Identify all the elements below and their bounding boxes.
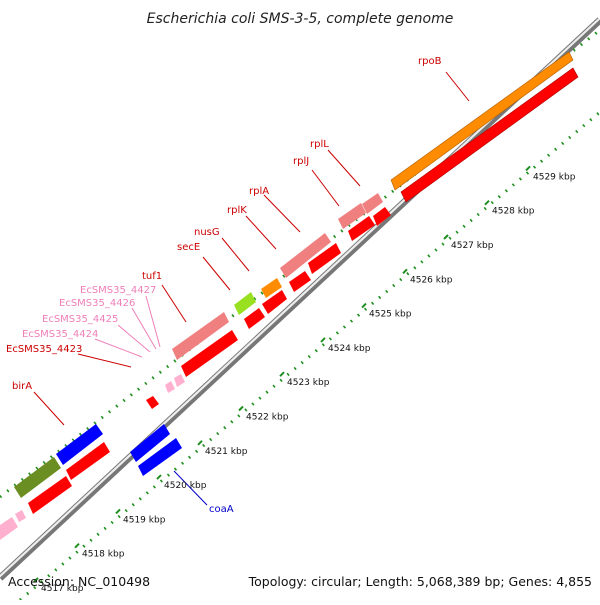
leader-rplJ	[311, 169, 340, 207]
kbp-tick-mark	[279, 371, 285, 377]
feature-birA-outer-blue	[56, 424, 103, 465]
feature-rpoB-inner	[400, 67, 579, 203]
feature-tuf1-outer	[172, 312, 229, 360]
gene-label-secE: secE	[177, 242, 200, 253]
leader-coaA	[173, 470, 208, 506]
leader-secE	[202, 256, 231, 291]
kbp-tick-mark	[525, 165, 531, 172]
leader-EcSMS35_4426	[131, 307, 157, 350]
leader-rpoB	[445, 71, 470, 102]
feature-rplL-outer	[362, 193, 383, 214]
kbp-tick-labels: 4517 kbp 4518 kbp 4519 kbp 4520 kbp 4521 kbp…	[41, 172, 576, 594]
feature-rplJ-inner	[348, 216, 375, 241]
gene-label-EcSMS35_4427: EcSMS35_4427	[80, 285, 156, 296]
kbp-tick-mark	[443, 234, 449, 240]
kbp-tick-mark	[361, 302, 367, 309]
gene-label-nusG: nusG	[194, 227, 220, 238]
kbp-tick-marks	[33, 165, 531, 583]
inner-feature-row	[0, 67, 579, 540]
kbp-scale-track	[19, 110, 600, 602]
kbp-tick-label: 4529 kbp	[533, 172, 576, 182]
kbp-tick-mark	[484, 199, 490, 206]
kbp-tick-label: 4527 kbp	[451, 241, 494, 251]
kbp-tick-mark	[402, 268, 408, 275]
kbp-tick-mark	[320, 337, 326, 343]
gene-label-EcSMS35_4426: EcSMS35_4426	[59, 298, 135, 309]
gene-label-EcSMS35_4424: EcSMS35_4424	[22, 329, 98, 340]
gene-label-rplK: rplK	[227, 205, 247, 216]
gene-label-rplA: rplA	[249, 186, 269, 197]
accession-text: Accession: NC_010498	[8, 574, 150, 589]
feature-tuf1-inner	[181, 330, 238, 377]
gene-label-tuf1: tuf1	[142, 271, 162, 282]
feature-rplJ-outer	[338, 203, 366, 229]
kbp-tick-label: 4528 kbp	[492, 207, 535, 217]
feature-pink-bottom-2	[0, 517, 18, 540]
gene-label-coaA: coaA	[209, 504, 234, 515]
kbp-tick-label: 4519 kbp	[123, 515, 166, 525]
feature-EcSMS35-pink-1	[174, 374, 185, 387]
kbp-tick-mark	[115, 508, 121, 515]
kbp-tick-label: 4523 kbp	[287, 378, 330, 388]
label-leader-lines	[33, 71, 470, 506]
gene-label-rpoB: rpoB	[418, 56, 442, 67]
kbp-tick-label: 4522 kbp	[246, 413, 289, 423]
feature-coaA-1	[130, 424, 170, 462]
kbp-tick-label: 4521 kbp	[205, 447, 248, 457]
kbp-tick-label: 4524 kbp	[328, 344, 371, 354]
kbp-tick-mark	[33, 577, 39, 583]
kbp-tick-label: 4525 kbp	[369, 310, 412, 320]
feature-rplL-inner	[373, 207, 391, 226]
leader-EcSMS35_4424	[94, 338, 143, 358]
kbp-tick-mark	[197, 440, 203, 446]
gene-labels: rpoB rplL rplJ rplA rplK nusG secE tuf1 …	[6, 56, 442, 515]
leader-rplA	[263, 194, 301, 233]
feature-nusG-inner	[262, 290, 287, 314]
leader-nusG	[221, 237, 250, 272]
feature-rplK-outer	[261, 278, 282, 298]
kbp-tick-mark	[74, 542, 80, 549]
leader-EcSMS35_4423	[77, 353, 132, 368]
feature-EcSMS35_4423-inner	[146, 396, 159, 409]
genome-summary-text: Topology: circular; Length: 5,068,389 bp…	[248, 574, 592, 589]
feature-birA-outer-olive	[14, 457, 61, 498]
kbp-tick-label: 4517 kbp	[41, 584, 84, 594]
map-title: Escherichia coli SMS-3-5, complete genom…	[147, 11, 454, 27]
gene-label-EcSMS35_4423: EcSMS35_4423	[6, 344, 82, 355]
feature-birA-inner	[66, 442, 110, 480]
gene-label-rplJ: rplJ	[293, 156, 309, 167]
leader-rplL	[327, 149, 361, 187]
kbp-tick-mark	[156, 474, 162, 480]
feature-nusG-outer	[234, 292, 256, 315]
leader-EcSMS35_4425	[117, 324, 151, 353]
feature-rplA-outer	[280, 233, 331, 278]
kbp-tick-label: 4520 kbp	[164, 481, 207, 491]
feature-rplK-inner	[289, 271, 311, 292]
kbp-tick-label: 4518 kbp	[82, 550, 125, 560]
gene-label-rplL: rplL	[310, 139, 329, 150]
feature-pink-bottom-1	[15, 510, 26, 522]
kbp-tick-mark	[238, 405, 244, 412]
lower-feature-row	[130, 424, 182, 476]
feature-coaA-2	[138, 438, 182, 476]
leader-tuf1	[161, 284, 187, 323]
gene-label-EcSMS35_4425: EcSMS35_4425	[42, 314, 118, 325]
feature-rplA-inner	[308, 243, 341, 274]
feature-secE-inner	[244, 308, 265, 329]
feature-rpoB-outer	[390, 51, 574, 191]
kbp-tick-label: 4526 kbp	[410, 275, 453, 285]
leader-birA	[33, 391, 65, 426]
feature-EcSMS35-pink-2	[165, 381, 175, 393]
feature-birA-inner-2	[28, 476, 72, 514]
leader-EcSMS35_4427	[145, 295, 161, 348]
outer-feature-row	[14, 51, 574, 498]
gene-label-birA: birA	[12, 381, 32, 392]
leader-rplK	[245, 215, 277, 250]
